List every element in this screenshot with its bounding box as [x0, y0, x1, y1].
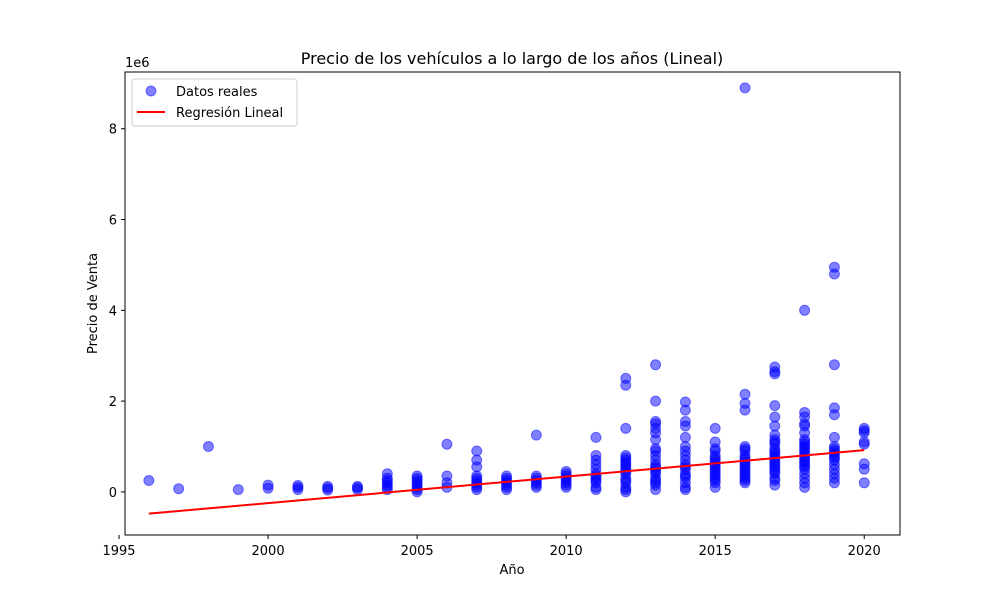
data-point-92: [620, 450, 632, 462]
data-point-114: [650, 416, 662, 428]
data-point-134: [679, 396, 691, 408]
data-point-151: [709, 436, 721, 448]
x-tick-label-1995: 1995: [102, 544, 135, 559]
data-point-234: [828, 431, 840, 443]
data-point-40: [471, 470, 483, 482]
data-point-242: [858, 458, 870, 470]
x-tick-label-2010: 2010: [550, 544, 583, 559]
legend-scatter-marker: [145, 85, 157, 97]
x-tick-label-2000: 2000: [252, 544, 285, 559]
data-point-244: [858, 436, 870, 448]
data-point-43: [471, 445, 483, 457]
regression-line-layer: [148, 449, 865, 515]
data-point-65: [560, 465, 572, 477]
data-point-5: [262, 479, 274, 491]
data-point-3: [232, 484, 244, 496]
data-point-2: [202, 440, 214, 452]
data-point-109: [650, 443, 662, 455]
data-point-130: [679, 431, 691, 443]
data-point-237: [828, 359, 840, 371]
x-tick-label-2015: 2015: [699, 544, 732, 559]
data-point-21: [381, 468, 393, 480]
data-point-172: [739, 82, 751, 94]
data-point-170: [739, 397, 751, 409]
data-point-76: [590, 450, 602, 462]
y-offset-text: 1e6: [125, 56, 150, 71]
data-point-171: [739, 388, 751, 400]
data-point-14: [352, 480, 363, 492]
data-point-192: [769, 420, 781, 432]
data-point-194: [769, 400, 781, 412]
data-point-197: [769, 361, 781, 373]
y-axis-label: Precio de Venta: [86, 253, 101, 354]
data-point-29: [411, 470, 423, 482]
plot-area-frame: [124, 71, 901, 536]
data-point-57: [530, 429, 542, 441]
data-point-116: [650, 359, 662, 371]
x-tick-label-2005: 2005: [401, 544, 434, 559]
y-tick-label-6: 6: [109, 214, 117, 229]
data-point-220: [799, 406, 811, 418]
y-tick-label-4: 4: [109, 304, 117, 319]
chart-title: Precio de los vehículos a lo largo de lo…: [301, 49, 724, 68]
data-point-129: [679, 440, 691, 452]
data-point-8: [292, 480, 304, 492]
data-point-11: [322, 480, 334, 492]
data-point-0: [143, 475, 155, 487]
data-point-1: [173, 483, 185, 495]
legend-label-regresion-lineal: Regresión Lineal: [176, 106, 283, 121]
data-point-33: [441, 438, 453, 450]
legend-box: [131, 78, 298, 127]
legend-label-datos-reales: Datos reales: [176, 85, 258, 100]
data-point-93: [620, 422, 632, 434]
scatter-points: [143, 82, 870, 498]
x-axis-ticks: 1995 2000 2005 2010 2015 2020: [102, 535, 881, 559]
data-point-32: [441, 470, 453, 482]
data-point-50: [501, 470, 513, 482]
x-tick-label-2020: 2020: [848, 544, 881, 559]
data-point-42: [471, 454, 483, 466]
data-point-191: [769, 429, 781, 441]
data-point-95: [620, 372, 632, 384]
data-point-239: [828, 261, 840, 273]
data-point-236: [828, 402, 840, 414]
data-point-247: [858, 422, 870, 434]
legend: Datos reales Regresión Lineal: [131, 78, 298, 127]
data-point-193: [769, 411, 781, 423]
regression-line: [148, 449, 865, 515]
data-point-168: [739, 440, 751, 452]
data-point-233: [828, 440, 840, 452]
data-point-132: [679, 416, 691, 428]
y-tick-label-2: 2: [109, 395, 117, 410]
y-tick-label-8: 8: [109, 123, 117, 138]
data-point-115: [650, 395, 662, 407]
data-point-152: [709, 422, 721, 434]
data-point-221: [799, 304, 811, 316]
y-tick-label-0: 0: [109, 486, 117, 501]
y-axis-ticks: 0 2 4 6 8: [109, 123, 125, 501]
data-point-240: [858, 477, 870, 489]
x-axis-label: Año: [499, 563, 524, 578]
data-point-77: [590, 431, 602, 443]
